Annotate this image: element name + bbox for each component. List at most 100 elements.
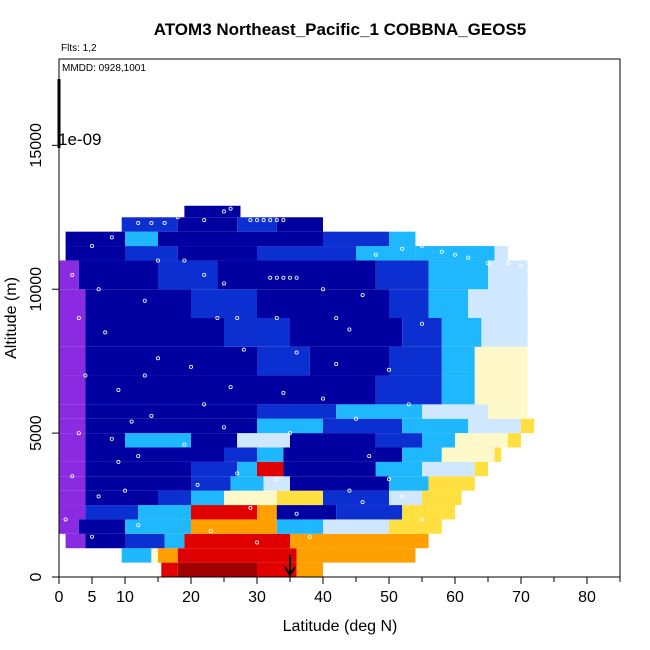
data-point <box>248 218 253 223</box>
data-point <box>208 528 213 533</box>
heatmap-cell <box>389 548 416 563</box>
heatmap-cell <box>177 562 257 577</box>
heatmap-cell <box>336 505 403 520</box>
scale-annotation: 1e-09 <box>58 130 101 149</box>
heatmap-cell <box>257 461 284 477</box>
heatmap-cell <box>488 404 528 419</box>
heatmap-cell <box>276 217 323 232</box>
heatmap-cell <box>59 490 86 506</box>
heatmap-cell <box>59 476 86 491</box>
data-point <box>123 488 128 493</box>
data-point <box>294 275 299 280</box>
heatmap-cell <box>521 418 535 434</box>
data-point <box>347 327 352 332</box>
data-point <box>202 402 207 407</box>
data-point <box>96 287 101 292</box>
chart-title: ATOM3 Northeast_Pacific_1 COBBNA_GEOS5 <box>154 20 527 39</box>
data-point <box>221 209 226 214</box>
heatmap-cell <box>375 260 429 290</box>
heatmap-cell <box>290 433 376 448</box>
heatmap-cell <box>257 246 356 261</box>
heatmap-cell <box>356 246 416 261</box>
heatmap-cell <box>65 231 125 247</box>
x-tick-label: 20 <box>182 589 200 606</box>
heatmap-cell <box>309 346 389 376</box>
heatmap-cell <box>191 505 257 520</box>
heatmap-cell <box>158 490 191 506</box>
x-tick-label: 60 <box>446 589 464 606</box>
data-point <box>63 517 68 522</box>
data-point <box>142 373 147 378</box>
heatmap-cell <box>78 260 158 290</box>
data-point <box>202 272 207 277</box>
heatmap-cell <box>85 476 191 491</box>
heatmap-cell <box>177 217 238 232</box>
heatmap-cell <box>257 289 389 318</box>
heatmap-cell <box>494 246 508 261</box>
heatmap-cell <box>375 375 442 405</box>
heatmap-cell <box>422 404 488 419</box>
data-point <box>287 275 292 280</box>
arrow-head <box>284 566 296 577</box>
data-point <box>195 482 200 487</box>
heatmap-cell <box>85 447 225 462</box>
x-tick-label: 30 <box>248 589 266 606</box>
heatmap-cell <box>59 433 86 448</box>
heatmap-cell <box>474 461 488 477</box>
heatmap-cell <box>389 519 442 534</box>
heatmap-cell <box>290 533 389 549</box>
y-tick-label: 15000 <box>28 123 45 168</box>
data-point <box>241 347 246 352</box>
data-point <box>149 221 154 226</box>
latitude-arrow <box>284 555 296 577</box>
heatmap-cell <box>402 447 442 462</box>
data-point <box>281 390 286 395</box>
heatmap-cell <box>65 246 125 261</box>
data-point <box>175 215 180 220</box>
heatmap-cell <box>59 404 86 419</box>
heatmap-cell <box>224 447 257 462</box>
data-point <box>268 218 273 223</box>
heatmap-cell <box>224 490 277 506</box>
x-tick-label: 0 <box>55 589 64 606</box>
data-point <box>274 477 279 482</box>
heatmap-cell <box>59 318 86 347</box>
data-point <box>373 252 378 257</box>
heatmap-cell <box>296 562 323 577</box>
heatmap-cell <box>389 231 416 247</box>
data-point <box>367 454 372 459</box>
data-point <box>83 373 88 378</box>
heatmap-cell <box>158 260 218 290</box>
heatmap-cell <box>85 490 158 506</box>
data-point <box>287 431 292 436</box>
heatmap-cell <box>441 505 455 520</box>
data-point <box>294 350 299 355</box>
data-point <box>103 330 108 335</box>
heatmap-cell <box>389 476 429 491</box>
observation-points <box>63 206 524 545</box>
data-point <box>268 275 273 280</box>
heatmap-cell <box>389 289 429 318</box>
data-point <box>353 416 358 421</box>
heatmap-cell <box>402 418 469 434</box>
heatmap-cell <box>85 461 191 477</box>
data-point <box>202 218 207 223</box>
data-point <box>235 471 240 476</box>
data-point <box>254 218 259 223</box>
heatmap-cell <box>59 289 86 318</box>
heatmap-cell <box>125 246 178 261</box>
data-point <box>76 315 81 320</box>
data-point <box>215 315 220 320</box>
heatmap-cell <box>507 433 521 448</box>
y-tick-label: 10000 <box>28 267 45 312</box>
data-point <box>334 315 339 320</box>
heatmap-cell <box>422 433 455 448</box>
heatmap-cell <box>151 548 158 563</box>
heatmap-cell <box>59 346 86 376</box>
heatmap-cell <box>402 318 442 347</box>
heatmap-cell <box>59 505 86 520</box>
heatmap-cell <box>158 231 323 247</box>
data-point <box>90 534 95 539</box>
data-point <box>360 500 365 505</box>
data-point <box>182 442 187 447</box>
